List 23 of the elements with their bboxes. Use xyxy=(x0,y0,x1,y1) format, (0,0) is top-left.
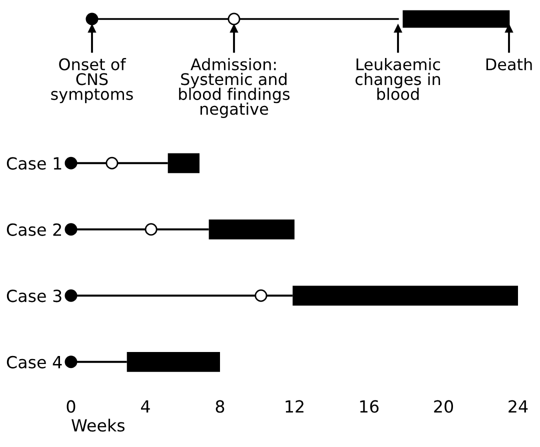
x-tick-label: 20 xyxy=(434,400,453,413)
point xyxy=(106,156,118,170)
x-tick-label: 0 xyxy=(66,400,76,413)
y-tick-label: Case 4 xyxy=(6,356,62,368)
x-tick-label: 8 xyxy=(216,400,224,413)
point xyxy=(64,156,78,170)
text: Leukaemic changes in blood xyxy=(356,58,440,100)
x-axis-title: Weeks xyxy=(72,418,125,432)
point xyxy=(64,356,78,368)
y-tick-label: Case 2 xyxy=(6,223,61,236)
x-tick-label: 4 xyxy=(141,400,150,413)
x-tick-label: 24 xyxy=(508,400,528,413)
x-tick-label: 16 xyxy=(360,400,379,413)
text: Death xyxy=(486,58,532,70)
point xyxy=(254,289,268,302)
point xyxy=(64,223,78,236)
point xyxy=(144,223,158,236)
text: Onset of CNS symptoms xyxy=(51,58,133,104)
y-tick-label: Case 3 xyxy=(6,290,62,302)
point xyxy=(64,289,78,302)
x-tick-label: 12 xyxy=(286,400,304,413)
text: Admission: Systemic and blood findings negative xyxy=(179,58,290,118)
y-tick-label: Case 1 xyxy=(6,157,62,170)
